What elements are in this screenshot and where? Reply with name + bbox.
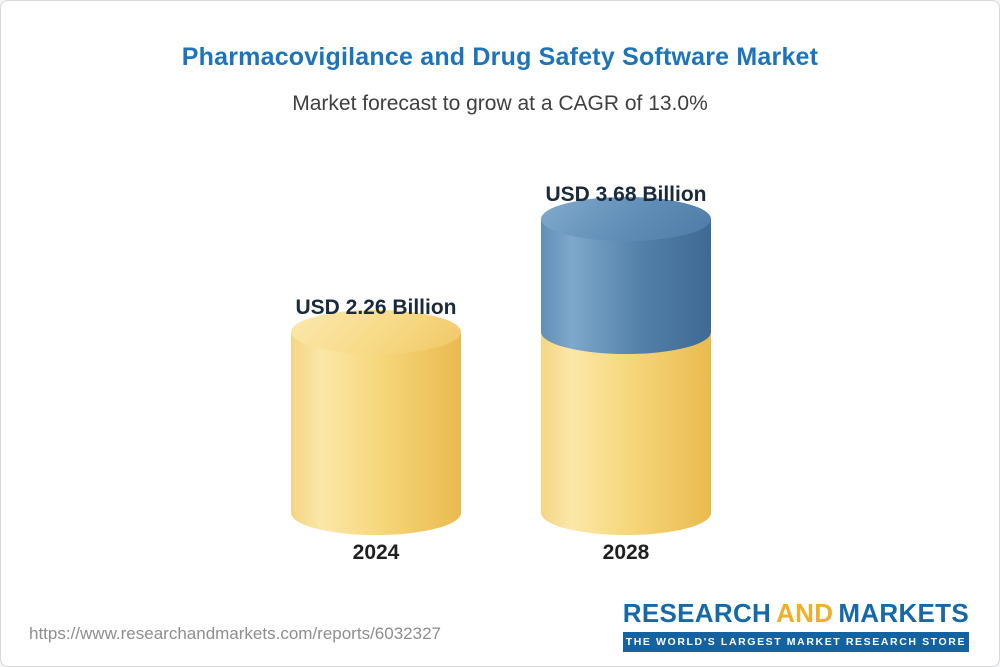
- cylinder-2024-top-face: [291, 310, 461, 355]
- page-subtitle: Market forecast to grow at a CAGR of 13.…: [292, 92, 708, 115]
- bar-chart: USD 2.26 Billion 2024 USD 3.68 Billion 2…: [1, 131, 999, 571]
- logo-tagline: THE WORLD'S LARGEST MARKET RESEARCH STOR…: [622, 632, 969, 652]
- source-url-link[interactable]: https://www.researchandmarkets.com/repor…: [29, 624, 441, 643]
- value-label-2028: USD 3.68 Billion: [545, 182, 707, 206]
- page-title: Pharmacovigilance and Drug Safety Softwa…: [181, 43, 819, 71]
- logo-word-and: AND: [776, 598, 834, 628]
- cylinder-2024-body: [291, 332, 461, 535]
- value-label-2024: USD 2.26 Billion: [295, 296, 457, 320]
- cylinder-2028-top-face: [541, 196, 711, 241]
- cylinder-2028-growth-segment: [541, 218, 711, 355]
- logo-wordmark: RESEARCH AND MARKETS: [623, 598, 969, 629]
- logo-word-research: RESEARCH: [622, 598, 772, 628]
- header: Pharmacovigilance and Drug Safety Softwa…: [1, 1, 999, 116]
- logo-word-markets: MARKETS: [838, 598, 969, 628]
- research-and-markets-logo: RESEARCH AND MARKETS THE WORLD'S LARGEST M…: [622, 598, 969, 652]
- axis-label-2028: 2028: [602, 541, 650, 564]
- axis-label-2024: 2024: [352, 541, 400, 564]
- cylinder-2028-base-segment: [541, 332, 711, 535]
